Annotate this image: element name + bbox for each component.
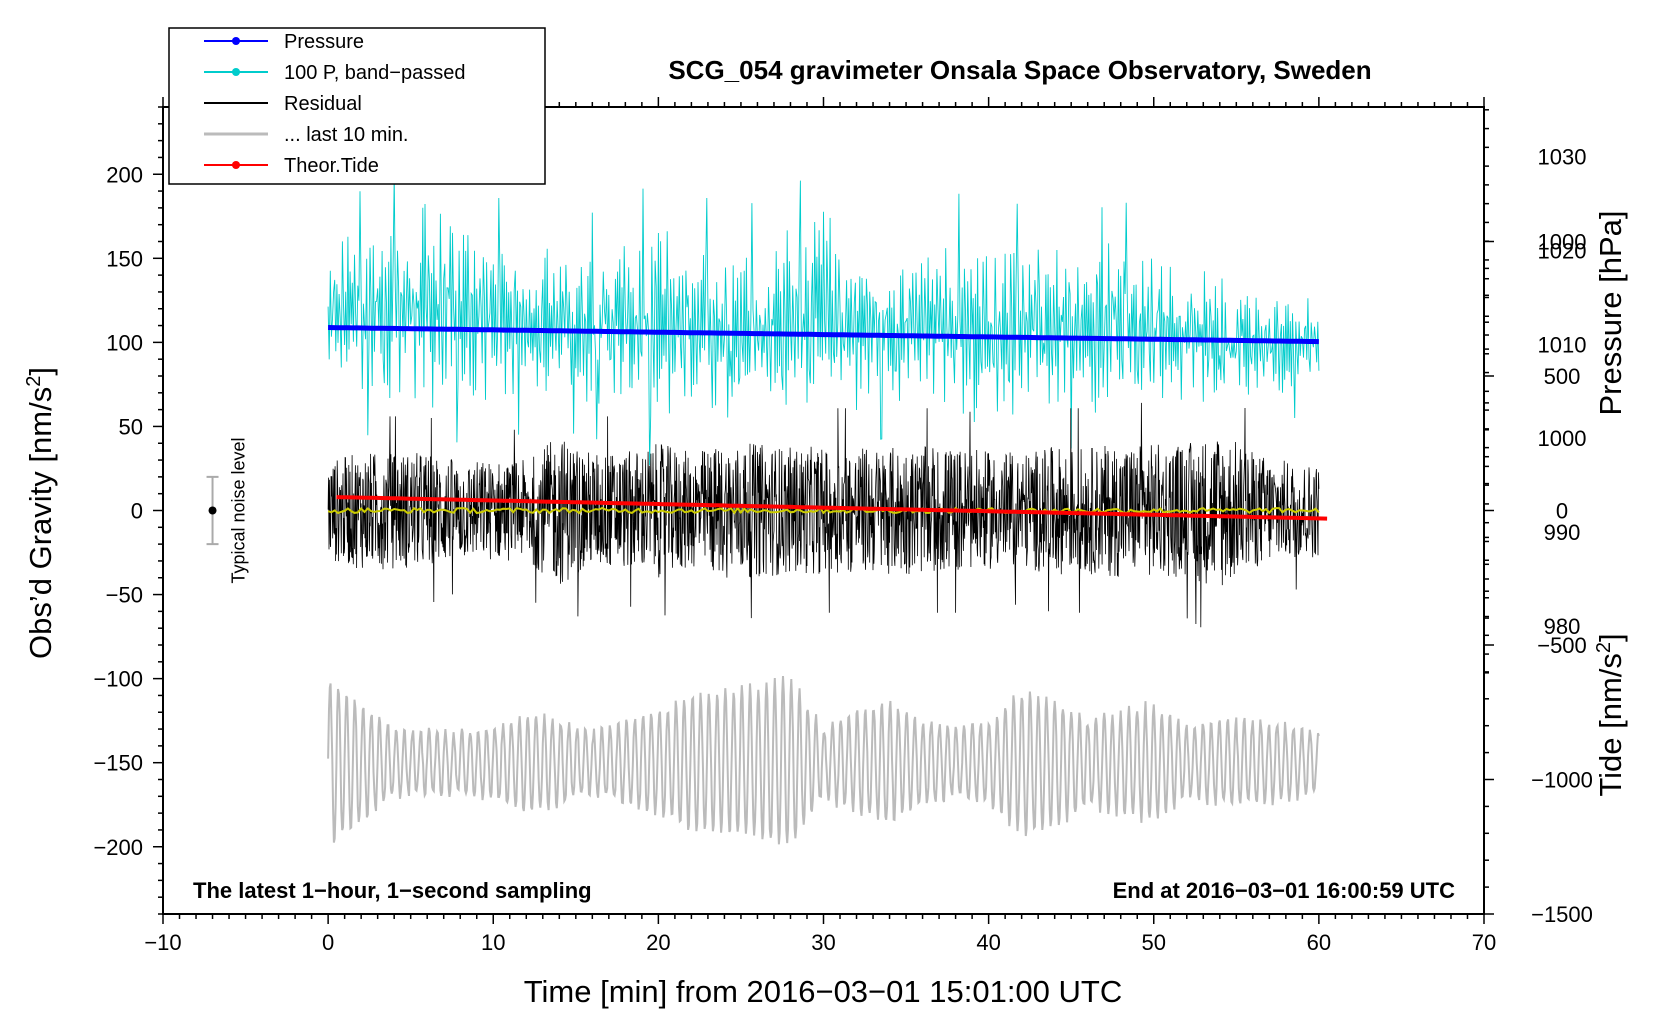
- y-tick-label-left: −150: [93, 751, 143, 776]
- y-tick-label-pressure: 990: [1544, 520, 1581, 545]
- series-residual-line: [327, 402, 1320, 628]
- x-tick-label: 50: [1142, 930, 1166, 955]
- y-axis-label-tide-text: Tide [nm/s: [1593, 653, 1628, 797]
- legend-label: Pressure: [284, 31, 364, 53]
- x-tick-label: 20: [646, 930, 670, 955]
- series-pressure-line: [328, 325, 1319, 345]
- y-tick-label-pressure: 1000: [1538, 426, 1587, 451]
- y-axis-label-left-close: ]: [23, 367, 58, 376]
- legend-label: Residual: [284, 93, 362, 115]
- noise-level-label: Typical noise level: [229, 437, 249, 583]
- y-tick-label-tide: 1000: [1538, 230, 1587, 255]
- y-tick-label-pressure: 1010: [1538, 332, 1587, 357]
- legend-swatch-marker: [232, 37, 240, 45]
- y-tick-label-tide: −1000: [1531, 768, 1593, 793]
- y-tick-label-left: 50: [119, 414, 143, 439]
- x-tick-label: 40: [976, 930, 1000, 955]
- y-tick-label-left: 0: [131, 499, 143, 524]
- x-tick-label: −10: [144, 930, 181, 955]
- y-axis-label-left-text: Obs’d Gravity [nm/s: [23, 387, 58, 659]
- legend-box: [168, 27, 546, 185]
- annotation-sampling: The latest 1−hour, 1−second sampling: [193, 878, 592, 903]
- legend-label: 100 P, band−passed: [284, 62, 465, 84]
- y-axis-label-tide-close: ]: [1593, 633, 1628, 642]
- x-tick-label: 10: [481, 930, 505, 955]
- legend: Pressure 100 P, band−passed Residual ... la…: [168, 27, 546, 185]
- y-axis-label-left: Obs’d Gravity [nm/s2]: [23, 367, 58, 659]
- y-tick-label-tide: −1500: [1531, 902, 1593, 927]
- y-tick-label-tide: −500: [1537, 633, 1587, 658]
- legend-swatch-marker: [232, 161, 240, 169]
- y-axis-label-left-sup: 2: [23, 376, 45, 387]
- y-tick-label-tide: 500: [1544, 364, 1581, 389]
- y-tick-label-tide: 0: [1556, 499, 1568, 524]
- x-axis-label: Time [min] from 2016−03−01 15:01:00 UTC: [524, 974, 1123, 1009]
- y-axis-label-pressure: Pressure [hPa]: [1593, 210, 1628, 415]
- y-tick-label-pressure: 980: [1544, 614, 1581, 639]
- y-tick-label-pressure: 1030: [1538, 145, 1587, 170]
- y-tick-label-left: −200: [93, 835, 143, 860]
- x-tick-label: 30: [811, 930, 835, 955]
- annotation-end-time: End at 2016−03−01 16:00:59 UTC: [1113, 878, 1456, 903]
- legend-swatch-marker: [232, 68, 240, 76]
- y-axis-label-tide: Tide [nm/s2]: [1593, 633, 1628, 796]
- y-axis-ticks: 200150100500−50−100−150−2001030102010101…: [93, 106, 1593, 927]
- chart-title: SCG_054 gravimeter Onsala Space Observat…: [668, 55, 1371, 85]
- y-tick-label-left: 200: [106, 162, 143, 187]
- series-residual-mean-line: [327, 506, 1320, 515]
- series-last10min-line: [327, 675, 1320, 845]
- y-tick-label-left: −50: [106, 583, 143, 608]
- noise-level-point: [208, 506, 217, 515]
- legend-label: ... last 10 min.: [284, 124, 409, 146]
- y-axis-label-tide-sup: 2: [1593, 642, 1615, 653]
- noise-level-group: Typical noise level: [206, 437, 249, 584]
- x-axis-ticks: −10 0 10 20 30 40 50 60 70: [144, 97, 1496, 955]
- x-tick-label: 0: [322, 930, 334, 955]
- x-tick-label: 60: [1307, 930, 1331, 955]
- y-tick-label-left: 150: [106, 246, 143, 271]
- series-bandpassed-pressure-line: [327, 174, 1320, 466]
- y-tick-label-left: −100: [93, 667, 143, 692]
- y-tick-label-left: 100: [106, 330, 143, 355]
- x-tick-label: 70: [1472, 930, 1496, 955]
- series-tide-line: [336, 495, 1328, 521]
- legend-label: Theor.Tide: [284, 155, 379, 177]
- y-tick-label-pressure: 1020: [1538, 239, 1587, 264]
- series-layer: [327, 174, 1328, 845]
